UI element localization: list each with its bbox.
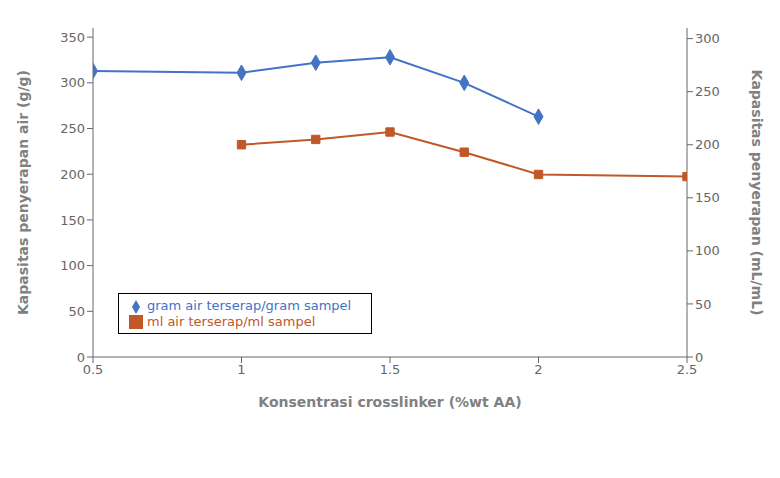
- svg-text:200: 200: [60, 167, 85, 182]
- svg-text:50: 50: [695, 297, 712, 312]
- svg-text:0: 0: [77, 350, 85, 365]
- svg-text:50: 50: [68, 304, 85, 319]
- svg-text:200: 200: [695, 137, 720, 152]
- svg-text:300: 300: [695, 31, 720, 46]
- svg-text:0: 0: [695, 350, 703, 365]
- svg-text:Konsentrasi crosslinker (%wt A: Konsentrasi crosslinker (%wt AA): [258, 394, 521, 410]
- svg-text:350: 350: [60, 30, 85, 45]
- svg-text:2.5: 2.5: [676, 362, 698, 378]
- svg-text:0.5: 0.5: [83, 362, 104, 377]
- svg-text:1.5: 1.5: [380, 362, 401, 377]
- svg-text:250: 250: [695, 84, 720, 99]
- html-text:ml air terserap/ml sampel: ml air terserap/ml sampel: [147, 313, 316, 329]
- svg-text:300: 300: [60, 75, 85, 90]
- svg-text:150: 150: [695, 190, 720, 205]
- svg-text:Kapasitas penyerapan air (g/g): Kapasitas penyerapan air (g/g): [15, 70, 31, 315]
- svg-text:100: 100: [60, 258, 85, 273]
- svg-text:250: 250: [60, 121, 85, 136]
- svg-text:150: 150: [60, 213, 85, 228]
- svg-text:2: 2: [534, 362, 542, 377]
- svg-text:Kapasitas penyerapan (mL/mL): Kapasitas penyerapan (mL/mL): [749, 70, 765, 316]
- svg-text:100: 100: [695, 243, 720, 258]
- html-text:gram air terserap/gram sampel: gram air terserap/gram sampel: [147, 298, 352, 313]
- svg-text:1: 1: [237, 362, 245, 377]
